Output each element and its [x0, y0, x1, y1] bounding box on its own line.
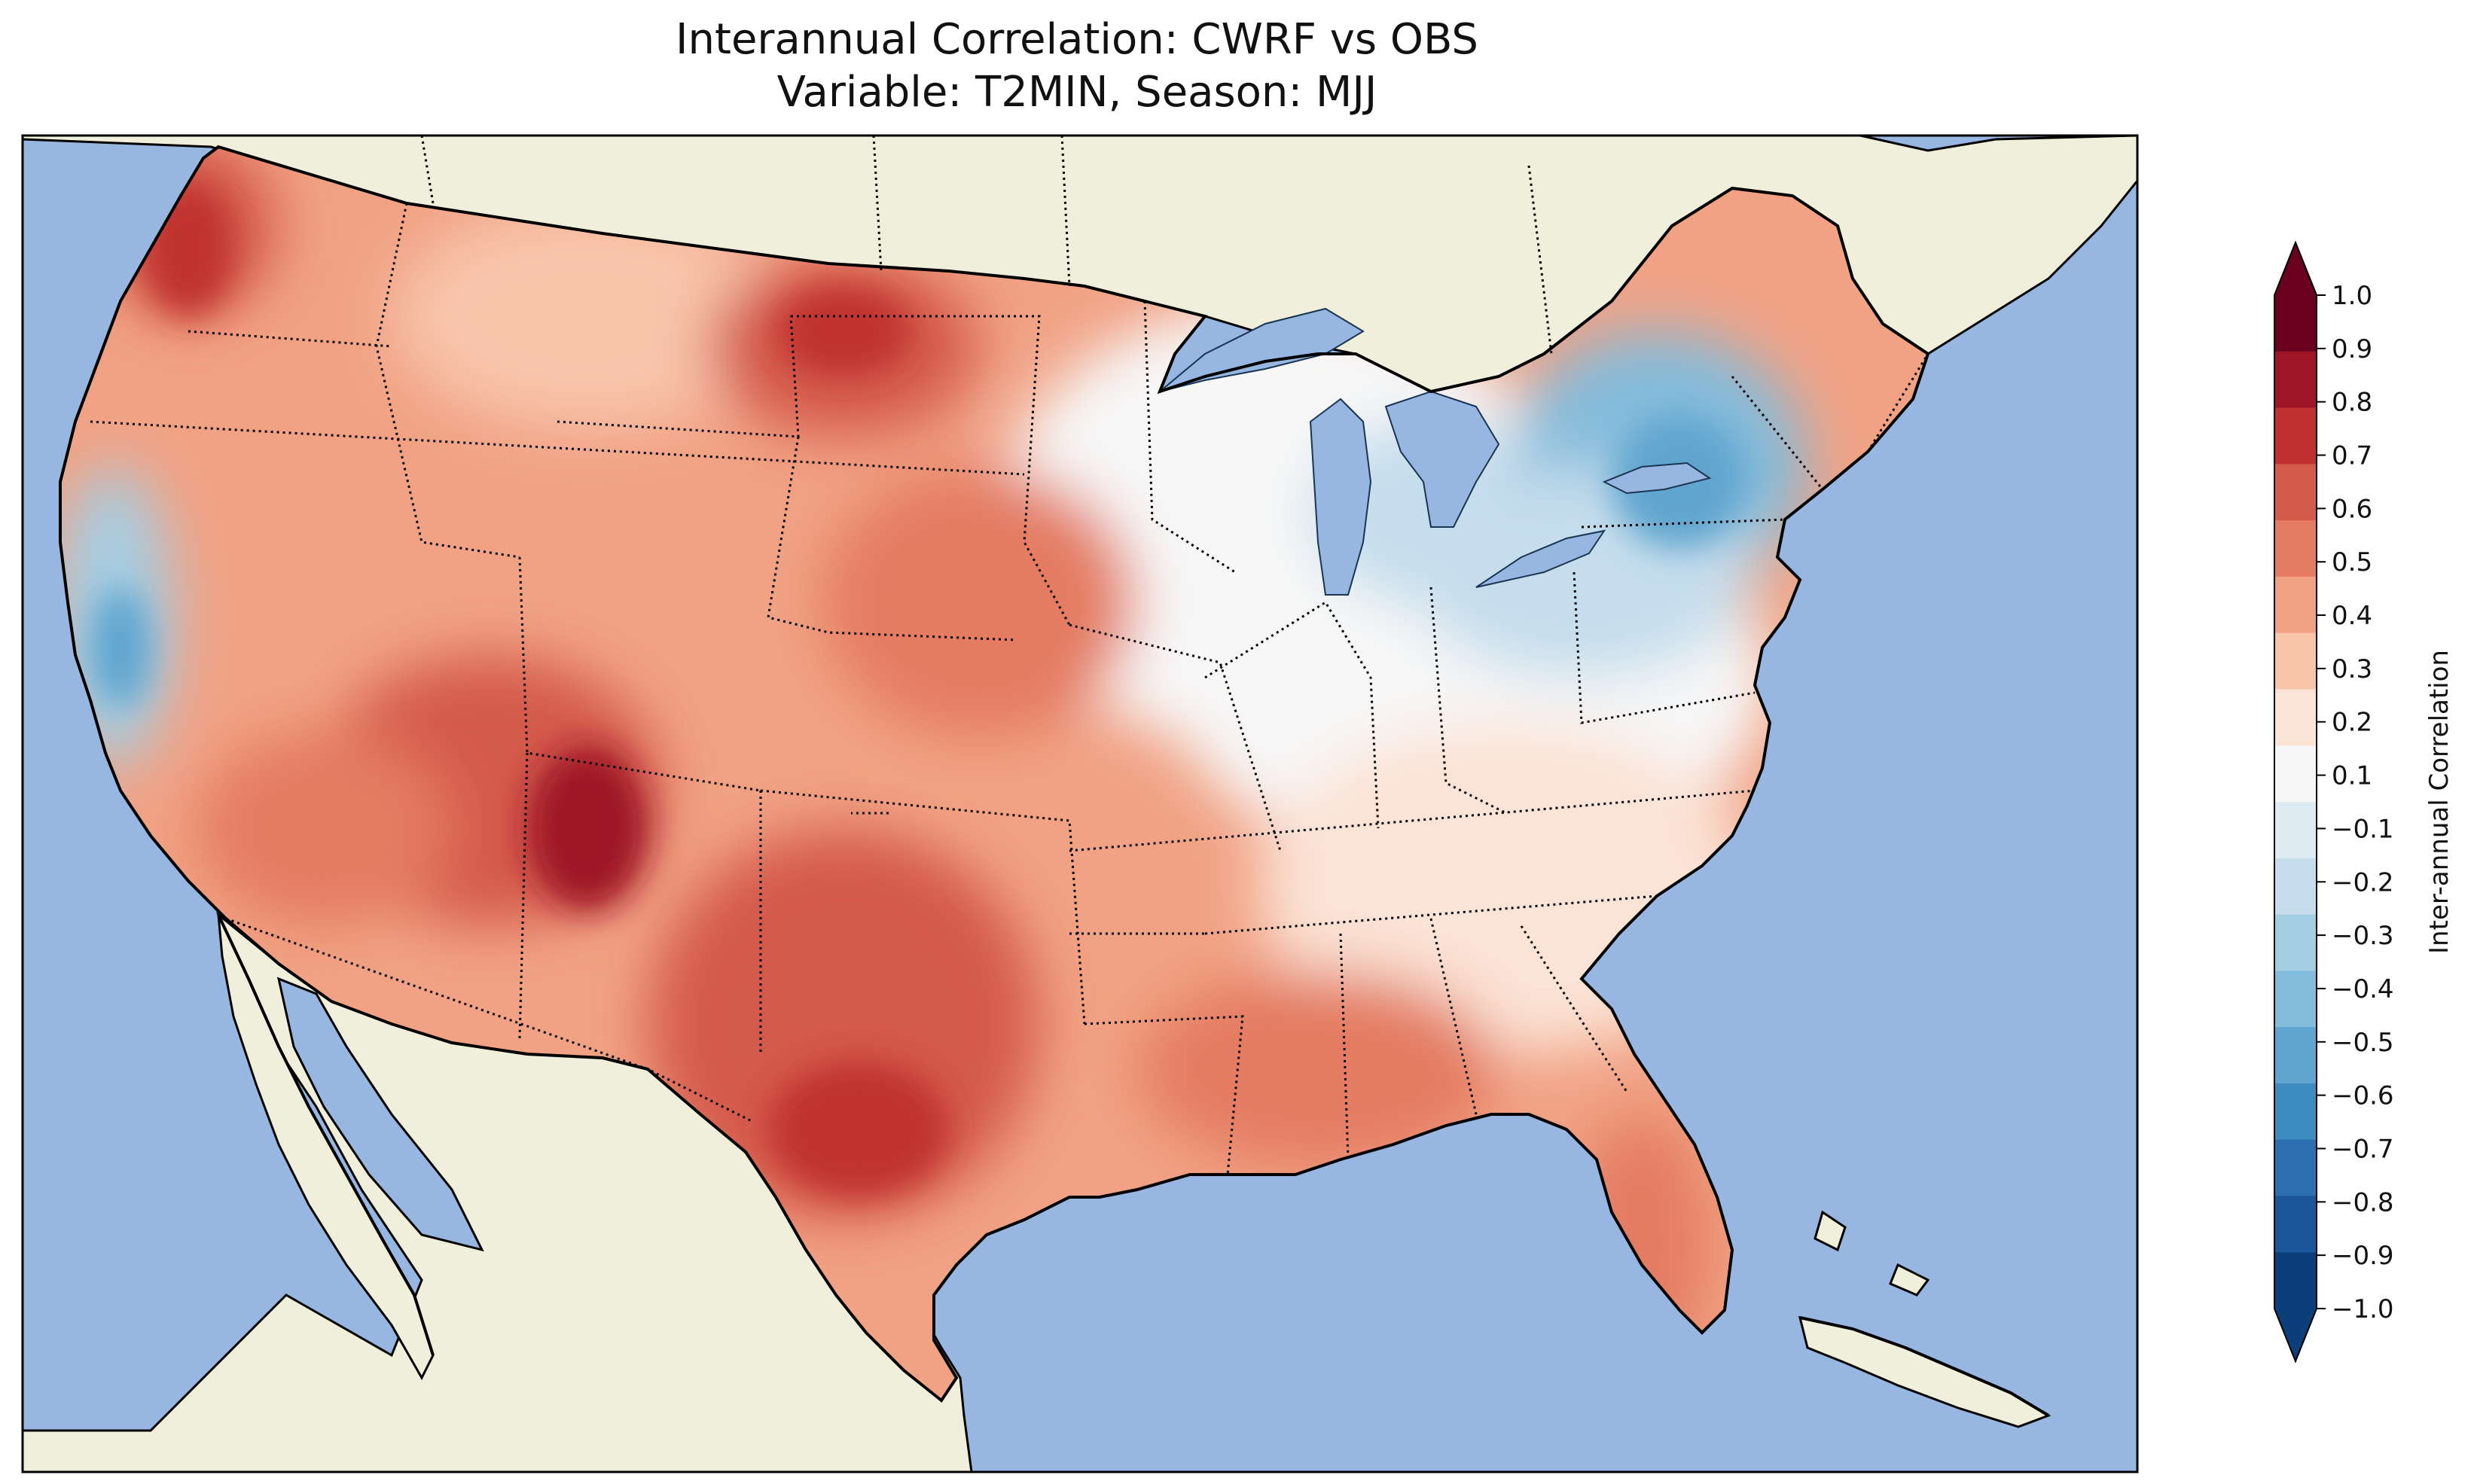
colorbar-tick-label: 0.1: [2332, 761, 2372, 791]
title-line-2: Variable: T2MIN, Season: MJJ: [776, 68, 1377, 117]
colorbar-tick-label: −0.6: [2332, 1081, 2394, 1111]
colorbar-tick-label: −0.1: [2332, 814, 2394, 844]
colorbar-segment: [2274, 1139, 2317, 1196]
state-border: [188, 330, 392, 348]
colorbar-tick-label: 0.8: [2332, 388, 2372, 418]
state-border: [1731, 376, 1824, 490]
title-line-1: Interannual Correlation: CWRF vs OBS: [676, 15, 1478, 64]
state-borders: [90, 203, 1824, 1175]
field-patch: [392, 203, 783, 429]
field-patch: [821, 467, 1137, 738]
colorbar: 1.0 0.9 0.8 0.7 0.6 0.5 0.4 0.3 0.2 0.1 −0.1 −0.2 −0…: [2274, 240, 2454, 1364]
state-border: [1573, 571, 1756, 724]
state-border: [1339, 933, 1350, 1160]
colorbar-segment: [2274, 802, 2317, 859]
coastline: [1799, 1316, 2050, 1417]
colorbar-segment: [2274, 745, 2317, 803]
colorbar-tick-label: 0.4: [2332, 601, 2372, 631]
colorbar-tick-label: −0.3: [2332, 921, 2394, 951]
state-border: [1069, 789, 1756, 852]
colorbar-tick-label: 0.2: [2332, 708, 2372, 738]
colorbar-tick-label: 0.6: [2332, 494, 2372, 524]
map-frame: [21, 134, 2139, 1473]
colorbar-segment: [2274, 295, 2317, 352]
field-patch: [768, 1062, 949, 1197]
field-patch: [527, 745, 648, 911]
colorbar-tick-label: −0.5: [2332, 1028, 2394, 1058]
lake-superior: [1159, 307, 1365, 392]
colorbar-tick-label: −0.8: [2332, 1187, 2394, 1217]
colorbar-tick-label: −0.7: [2332, 1134, 2394, 1164]
gulf-of-california: [276, 977, 484, 1252]
colorbar-tick-label: 0.7: [2332, 441, 2372, 471]
colorbar-extend-min: [2274, 1309, 2317, 1361]
state-border: [1581, 518, 1786, 529]
state-border: [375, 203, 520, 559]
chart-title: Interannual Correlation: CWRF vs OBS Var…: [0, 14, 2154, 119]
colorbar-segment: [2274, 632, 2317, 690]
colorbar-extend-max: [2274, 242, 2317, 295]
lake-erie: [1475, 529, 1606, 588]
colorbar-segment: [2274, 407, 2317, 465]
state-border: [90, 420, 1025, 476]
colorbar-segment: [2274, 858, 2317, 916]
lake-huron: [1384, 390, 1500, 528]
colorbar-segment: [2274, 971, 2317, 1028]
bahamas-island: [1814, 1210, 1847, 1252]
field-patch: [776, 286, 911, 376]
colorbar-segment: [2274, 576, 2317, 634]
colorbar-tick-label: −1.0: [2332, 1294, 2394, 1324]
great-lakes: [1159, 307, 1712, 596]
lake-ontario: [1602, 462, 1712, 495]
country-border: [420, 135, 1929, 453]
field-patch: [1137, 971, 1499, 1167]
colorbar-tick-label: −0.9: [2332, 1241, 2394, 1271]
colorbar-tick-label: 0.5: [2332, 547, 2372, 577]
state-border: [1084, 1015, 1244, 1175]
colorbar-tick-label: 0.3: [2332, 654, 2372, 684]
coastlines: [59, 145, 2050, 1417]
colorbar-segment: [2274, 914, 2317, 971]
colorbar-tick-label: −0.4: [2332, 974, 2394, 1004]
lake-michigan: [1309, 398, 1372, 596]
colorbar-segment: [2274, 520, 2317, 577]
state-border: [1429, 587, 1507, 815]
colorbar-tick-label: 1.0: [2332, 281, 2372, 311]
colorbar-segment: [2274, 1252, 2317, 1309]
state-border: [760, 789, 1086, 1025]
state-border: [767, 436, 1017, 641]
bahamas-island: [1889, 1263, 1930, 1297]
field-patch: [90, 587, 151, 708]
colorbar-segment: [2274, 689, 2317, 746]
state-border: [791, 315, 1071, 626]
state-border: [1143, 300, 1236, 574]
colorbar-tick-label: −0.2: [2332, 867, 2394, 897]
coastline: [217, 914, 435, 1356]
colorbar-segment: [2274, 1027, 2317, 1084]
colorbar-segment: [2274, 1083, 2317, 1141]
field-patch: [196, 730, 452, 926]
colorbar-tick-label: 0.9: [2332, 334, 2372, 364]
colorbar-segment: [2274, 464, 2317, 521]
state-border: [1520, 925, 1628, 1092]
colorbar-label: Inter-annual Correlation: [2424, 650, 2454, 954]
colorbar-segment: [2274, 351, 2317, 409]
colorbar-segment: [2274, 1196, 2317, 1253]
correlation-field: [60, 147, 1928, 1400]
